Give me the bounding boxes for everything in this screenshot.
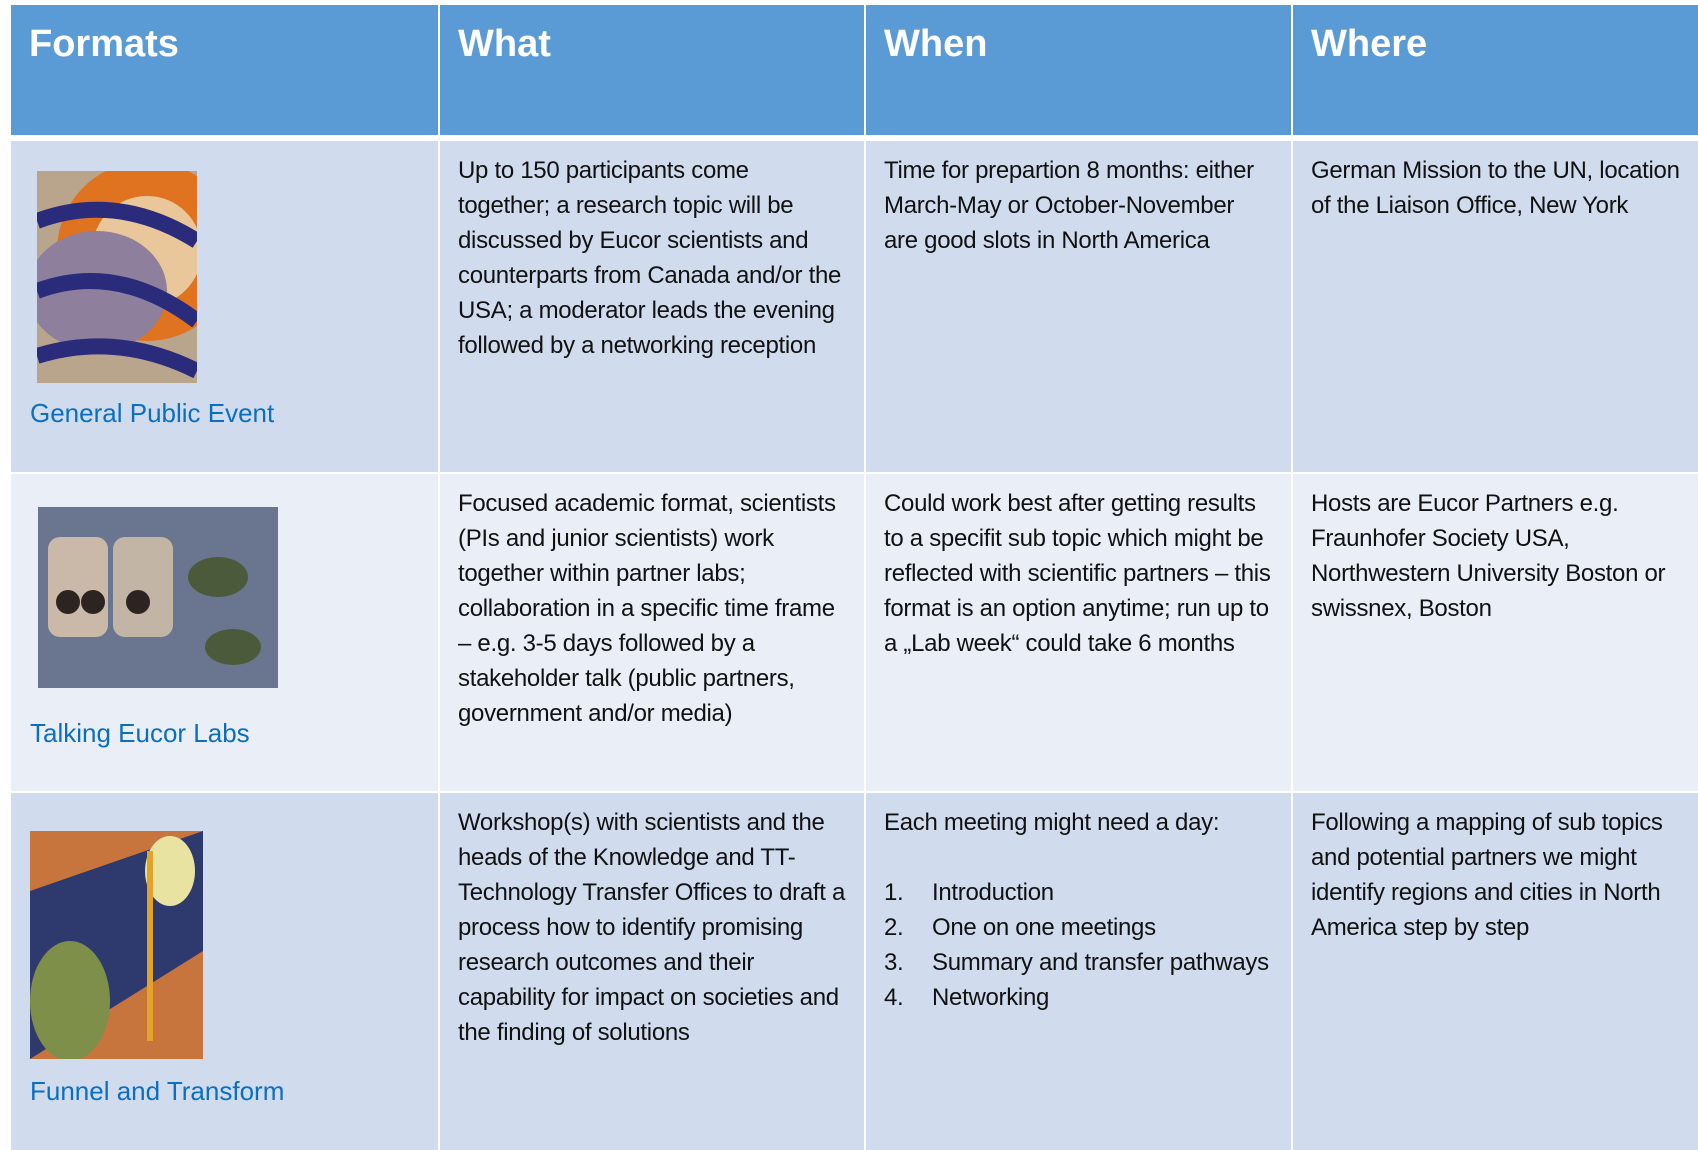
list-number: 2. xyxy=(884,914,904,941)
format-image xyxy=(37,171,197,383)
what-cell: Up to 150 participants come together; a … xyxy=(440,141,864,472)
format-name: General Public Event xyxy=(30,398,275,428)
where-cell: Following a mapping of sub topics and po… xyxy=(1293,793,1698,1150)
when-cell: Each meeting might need a day: 1. Introdu… xyxy=(866,793,1291,1150)
format-cell: General Public Event xyxy=(11,141,438,472)
format-cell: Funnel and Transform xyxy=(11,793,438,1150)
list-number: 3. xyxy=(884,949,904,976)
format-image xyxy=(30,831,203,1059)
when-cell: Could work best after getting results to… xyxy=(866,474,1291,791)
list-text: One on one meetings xyxy=(932,914,1156,941)
when-text: Time for prepartion 8 months: either Mar… xyxy=(884,157,1254,254)
when-cell: Time for prepartion 8 months: either Mar… xyxy=(866,141,1291,472)
header-cell: When xyxy=(866,5,1291,135)
format-cell: Talking Eucor Labs xyxy=(11,474,438,791)
when-text: Could work best after getting results to… xyxy=(884,490,1271,657)
where-cell: German Mission to the UN, location of th… xyxy=(1293,141,1698,472)
list-item: 2. One on one meetings xyxy=(884,910,1273,945)
when-list: 1. Introduction 2. One on one meetings 3. Sum… xyxy=(884,875,1273,1015)
list-number: 1. xyxy=(884,879,904,906)
format-name: Talking Eucor Labs xyxy=(30,718,250,748)
header-cell: Where xyxy=(1293,5,1698,135)
what-cell: Focused academic format, scientists (PIs… xyxy=(440,474,864,791)
format-image xyxy=(38,507,278,688)
when-text: Each meeting might need a day: xyxy=(884,809,1220,836)
list-number: 4. xyxy=(884,984,904,1011)
where-cell: Hosts are Eucor Partners e.g. Fraunhofer… xyxy=(1293,474,1698,791)
header-cell: Formats xyxy=(11,5,438,135)
list-item: 4. Networking xyxy=(884,980,1273,1015)
list-text: Introduction xyxy=(932,879,1054,906)
what-cell: Workshop(s) with scientists and the head… xyxy=(440,793,864,1150)
list-text: Networking xyxy=(932,984,1050,1011)
header-cell: What xyxy=(440,5,864,135)
list-text: Summary and transfer pathways xyxy=(932,949,1269,976)
list-item: 1. Introduction xyxy=(884,875,1273,910)
list-item: 3. Summary and transfer pathways xyxy=(884,945,1273,980)
format-name: Funnel and Transform xyxy=(30,1076,285,1106)
